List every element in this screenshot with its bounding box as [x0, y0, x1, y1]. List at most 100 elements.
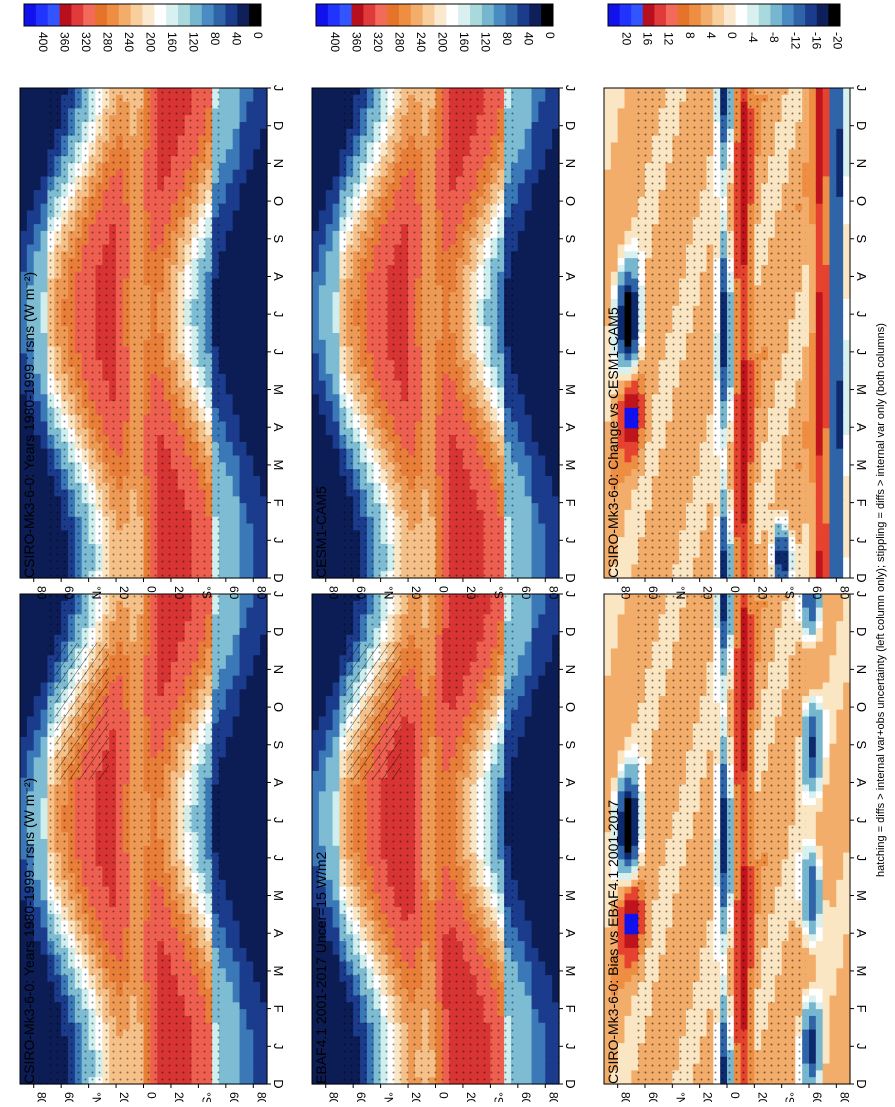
- heatmap-cell: [246, 1057, 253, 1064]
- heatmap-cell: [27, 108, 34, 115]
- heatmap-cell: [233, 628, 240, 635]
- heatmap-cell: [253, 996, 260, 1003]
- heatmap-cell: [260, 934, 267, 941]
- heatmap-cell: [41, 251, 48, 258]
- heatmap-cell: [253, 1030, 260, 1037]
- heatmap-cell: [260, 962, 267, 969]
- heatmap-cell: [41, 299, 48, 306]
- heatmap-cell: [41, 496, 48, 503]
- heatmap-cell: [240, 771, 247, 778]
- heatmap-cell: [41, 490, 48, 497]
- heatmap-cell: [27, 163, 34, 170]
- heatmap-cell: [253, 921, 260, 928]
- heatmap-cell: [34, 710, 41, 717]
- heatmap-cell: [27, 642, 34, 649]
- heatmap-cell: [41, 839, 48, 846]
- heatmap-cell: [34, 142, 41, 149]
- heatmap-cell: [226, 921, 233, 928]
- heatmap-cell: [34, 669, 41, 676]
- heatmap-cell: [27, 628, 34, 635]
- heatmap-cell: [41, 88, 48, 95]
- heatmap-cell: [34, 170, 41, 177]
- heatmap-cell: [226, 703, 233, 710]
- heatmap-cell: [41, 914, 48, 921]
- heatmap-cell: [41, 510, 48, 517]
- heatmap-cell: [246, 1002, 253, 1009]
- heatmap-cell: [246, 819, 253, 826]
- heatmap-cell: [226, 927, 233, 934]
- heatmap-cell: [233, 360, 240, 367]
- heatmap-cell: [226, 115, 233, 122]
- heatmap-cell: [233, 996, 240, 1003]
- heatmap-cell: [20, 142, 27, 149]
- heatmap-cell: [41, 635, 48, 642]
- heatmap-cell: [233, 224, 240, 231]
- heatmap-cell: [27, 115, 34, 122]
- heatmap-cell: [233, 757, 240, 764]
- heatmap-cell: [233, 476, 240, 483]
- heatmap-cell: [34, 621, 41, 628]
- heatmap-cell: [233, 785, 240, 792]
- heatmap-cell: [226, 635, 233, 642]
- heatmap-cell: [41, 614, 48, 621]
- heatmap-cell: [260, 982, 267, 989]
- heatmap-cell: [246, 900, 253, 907]
- heatmap-cell: [246, 594, 253, 601]
- heatmap-cell: [20, 676, 27, 683]
- heatmap-cell: [226, 628, 233, 635]
- heatmap-cell: [41, 642, 48, 649]
- heatmap-cell: [27, 176, 34, 183]
- heatmap-cell: [240, 757, 247, 764]
- heatmap-cell: [34, 676, 41, 683]
- heatmap-cell: [226, 859, 233, 866]
- heatmap-cell: [260, 601, 267, 608]
- heatmap-cell: [246, 689, 253, 696]
- heatmap-cell: [246, 825, 253, 832]
- heatmap-cell: [41, 95, 48, 102]
- heatmap-cell: [20, 696, 27, 703]
- heatmap-cell: [20, 689, 27, 696]
- heatmap-cell: [20, 648, 27, 655]
- heatmap-cell: [233, 866, 240, 873]
- heatmap-cell: [233, 982, 240, 989]
- heatmap-cell: [246, 778, 253, 785]
- heatmap-cell: [226, 648, 233, 655]
- heatmap-cell: [226, 853, 233, 860]
- heatmap-cell: [233, 456, 240, 463]
- heatmap-cell: [253, 866, 260, 873]
- heatmap-cell: [246, 791, 253, 798]
- heatmap-cell: [240, 190, 247, 197]
- heatmap-cell: [34, 88, 41, 95]
- heatmap-cell: [260, 778, 267, 785]
- heatmap-cell: [226, 245, 233, 252]
- heatmap-cell: [20, 744, 27, 751]
- heatmap-cell: [27, 197, 34, 204]
- heatmap-cell: [41, 989, 48, 996]
- heatmap-cell: [253, 771, 260, 778]
- heatmap-cell: [240, 1023, 247, 1030]
- heatmap-cell: [260, 819, 267, 826]
- heatmap-cell: [233, 1057, 240, 1064]
- heatmap-cell: [246, 635, 253, 642]
- heatmap-cell: [260, 1002, 267, 1009]
- heatmap-cell: [240, 710, 247, 717]
- heatmap-cell: [246, 873, 253, 880]
- heatmap-cell: [233, 469, 240, 476]
- heatmap-cell: [253, 608, 260, 615]
- heatmap-cell: [226, 621, 233, 628]
- heatmap-cell: [246, 1070, 253, 1077]
- heatmap-cell: [253, 1050, 260, 1057]
- heatmap-cell: [246, 751, 253, 758]
- heatmap-cell: [226, 608, 233, 615]
- heatmap-cell: [233, 744, 240, 751]
- heatmap-cell: [34, 245, 41, 252]
- heatmap-cell: [240, 1036, 247, 1043]
- heatmap-cell: [20, 231, 27, 238]
- heatmap-cell: [240, 751, 247, 758]
- heatmap-cell: [41, 764, 48, 771]
- heatmap-cell: [41, 873, 48, 880]
- heatmap-cell: [240, 921, 247, 928]
- heatmap-cell: [260, 730, 267, 737]
- heatmap-cell: [34, 95, 41, 102]
- heatmap-cell: [233, 805, 240, 812]
